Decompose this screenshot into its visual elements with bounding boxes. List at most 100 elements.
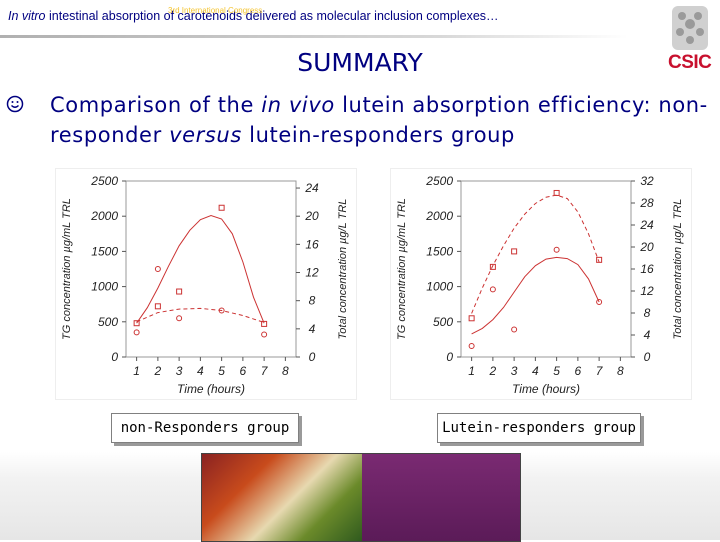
series-1-point — [468, 343, 475, 349]
x-tick-label: 3 — [511, 364, 518, 378]
series-0-point — [511, 248, 518, 255]
y-left-axis-label: TG concentration µg/mL TRL — [396, 198, 408, 340]
banner-brand-text: PigmentsInFood — [163, 50, 273, 67]
y-right-tick-label: 4 — [644, 328, 651, 342]
y-right-tick-label: 0 — [309, 350, 316, 364]
y-left-tick-label: 2500 — [90, 174, 118, 188]
y-right-tick-label: 20 — [304, 209, 319, 223]
y-left-tick-label: 1500 — [91, 244, 118, 258]
banner-congress-text: 3rd International Congress — [168, 6, 263, 15]
y-right-tick-label: 0 — [644, 350, 651, 364]
header-divider — [0, 35, 628, 38]
caption-lutein-responders: Lutein-responders group — [437, 413, 641, 443]
y-right-tick-label: 24 — [304, 181, 319, 195]
y-right-axis-label: Total concentration µg/L TRL — [672, 199, 684, 340]
series-1-point — [261, 331, 268, 338]
chart-lutein-responders: 1 2 3 4 5 6 7 8 0 500 1000 1500 2000 2500 0 4 8 12 16 20 24 2… — [390, 168, 692, 400]
chart-non-responders-svg: 1 2 3 4 5 6 7 80500100015002000250004812162024T… — [61, 174, 349, 396]
bullet-part2: lutein absorption efficiency: non-respon… — [50, 93, 708, 147]
series-0-point — [553, 189, 560, 196]
series-1-point — [596, 299, 603, 305]
y-left-tick-label: 0 — [111, 350, 118, 364]
x-axis-label: Time (hours) — [177, 382, 245, 396]
x-tick-label: 7 — [261, 364, 269, 378]
x-tick-label: 8 — [617, 364, 624, 378]
y-left-tick-label: 500 — [433, 315, 453, 329]
header-text: intestinal absorption of carotenoids del… — [45, 9, 499, 23]
y-left-tick-label: 1500 — [426, 244, 453, 258]
y-right-tick-label: 32 — [640, 174, 654, 188]
csic-logo-text: CSIC — [668, 52, 712, 73]
y-left-tick-label: 1000 — [426, 280, 453, 294]
series-0-point — [218, 204, 225, 211]
series-0-point — [468, 315, 475, 322]
series-0-fit-line — [471, 194, 600, 314]
x-tick-label: 6 — [575, 364, 582, 378]
series-1-fit-line — [136, 307, 265, 323]
series-0-point — [176, 288, 183, 295]
bullet-italic1: in vivo — [261, 93, 335, 117]
header-italic: In vitro — [8, 9, 46, 23]
banner-tagline-text: more than colours... — [189, 67, 296, 81]
series-1-point — [489, 286, 496, 293]
series-1-point — [511, 326, 518, 333]
x-tick-label: 6 — [240, 364, 247, 378]
smiley-icon — [6, 95, 24, 117]
y-right-tick-label: 20 — [639, 240, 654, 254]
x-tick-label: 2 — [489, 364, 497, 378]
y-right-tick-label: 12 — [305, 266, 319, 280]
bullet-part1: Comparison of the — [50, 93, 262, 117]
series-1-point — [176, 315, 183, 322]
y-left-tick-label: 0 — [446, 350, 453, 364]
series-0-point — [261, 320, 268, 327]
banner-panel — [362, 454, 520, 541]
y-right-tick-label: 28 — [639, 196, 654, 210]
y-right-tick-label: 8 — [309, 294, 316, 308]
plot-area — [460, 180, 632, 358]
x-tick-label: 1 — [133, 364, 140, 378]
y-right-tick-label: 8 — [644, 306, 651, 320]
series-1-point — [154, 266, 161, 272]
chart-non-responders: 1 2 3 4 5 6 7 8 0 500 1000 1500 2000 2500 0 4 8 12 16 20 24 T… — [55, 168, 357, 400]
y-right-axis-label: Total concentration µg/L TRL — [337, 199, 349, 340]
series-0-point — [489, 263, 496, 270]
series-0-fit-line — [136, 214, 265, 324]
y-left-tick-label: 2500 — [425, 174, 453, 188]
csic-logo-icon — [672, 6, 708, 50]
x-tick-label: 4 — [532, 364, 539, 378]
x-tick-label: 2 — [154, 364, 162, 378]
series-0-point — [154, 303, 161, 310]
plot-area — [125, 180, 297, 358]
bullet-italic2: versus — [169, 123, 242, 147]
x-tick-label: 8 — [282, 364, 289, 378]
x-tick-label: 4 — [197, 364, 204, 378]
x-tick-label: 3 — [176, 364, 183, 378]
congress-banner — [201, 453, 521, 542]
y-right-tick-label: 24 — [639, 218, 654, 232]
series-1-fit-line — [471, 256, 600, 335]
x-tick-label: 5 — [553, 364, 560, 378]
series-1-point — [133, 329, 140, 336]
x-tick-label: 7 — [596, 364, 604, 378]
y-right-tick-label: 12 — [640, 284, 654, 298]
bullet-part3: lutein-responders group — [241, 123, 515, 147]
y-left-axis-label: TG concentration µg/mL TRL — [61, 198, 73, 340]
y-right-tick-label: 16 — [640, 262, 654, 276]
x-axis-label: Time (hours) — [512, 382, 580, 396]
series-1-point — [553, 246, 560, 253]
banner-food-photo — [202, 454, 362, 541]
series-0-point — [133, 320, 140, 327]
x-tick-label: 1 — [468, 364, 475, 378]
y-left-tick-label: 500 — [98, 315, 118, 329]
series-1-point — [218, 307, 225, 314]
y-left-tick-label: 2000 — [425, 209, 453, 223]
y-right-tick-label: 16 — [305, 237, 319, 251]
x-tick-label: 5 — [218, 364, 225, 378]
y-right-tick-label: 4 — [309, 322, 316, 336]
page-title: SUMMARY — [297, 48, 423, 77]
series-0-point — [596, 256, 603, 263]
caption-non-responders: non-Responders group — [111, 413, 299, 443]
y-left-tick-label: 1000 — [91, 280, 118, 294]
chart-lutein-responders-svg: 1 2 3 4 5 6 7 805001000150020002500048121620242… — [396, 174, 684, 396]
y-left-tick-label: 2000 — [90, 209, 118, 223]
